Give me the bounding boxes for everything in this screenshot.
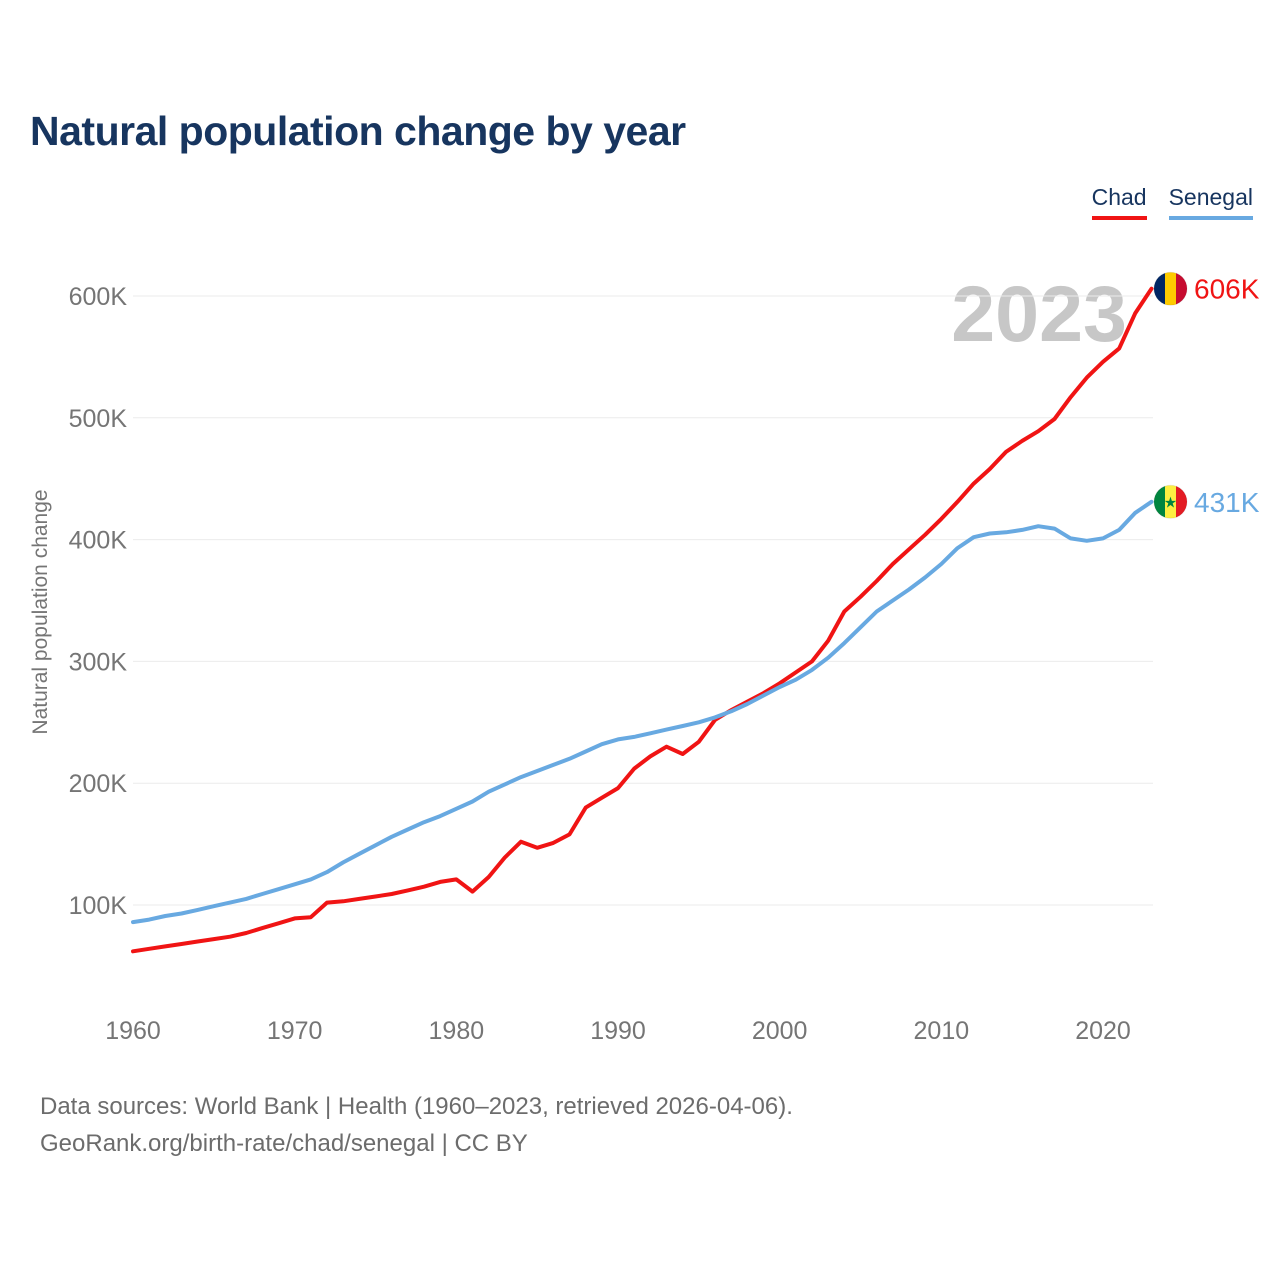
gridlines — [133, 295, 1153, 906]
flag-stripe — [1165, 485, 1177, 519]
chad-end-value-label: 606K — [1194, 274, 1260, 305]
y-axis-title: Natural population change — [29, 489, 52, 734]
y-tick-label: 400K — [69, 527, 128, 555]
x-tick-label: 1980 — [429, 1017, 485, 1045]
x-tick-label: 1960 — [105, 1017, 161, 1045]
y-axis-tick-labels: 100K 200K 300K 400K 500K 600K — [69, 283, 128, 920]
x-tick-label: 1990 — [590, 1017, 646, 1045]
y-tick-label: 300K — [69, 648, 128, 676]
footer: Data sources: World Bank | Health (1960–… — [40, 1088, 793, 1162]
legend-item-chad[interactable]: Chad — [1091, 184, 1147, 220]
senegal-flag-icon: ★ — [1153, 484, 1188, 519]
y-tick-label: 600K — [69, 283, 128, 311]
footer-attribution: GeoRank.org/birth-rate/chad/senegal | CC… — [40, 1130, 528, 1157]
flag-stripe — [1176, 272, 1188, 306]
chad-line[interactable] — [131, 286, 1154, 954]
senegal-line[interactable] — [131, 499, 1154, 925]
page-title: Natural population change by year — [30, 108, 686, 154]
senegal-end-value-label: 431K — [1194, 487, 1260, 518]
flag-star: ★ — [1164, 494, 1177, 511]
footer-data-sources: Data sources: World Bank | Health (1960–… — [40, 1093, 793, 1120]
x-tick-label: 1970 — [267, 1017, 323, 1045]
legend: Chad Senegal — [1091, 184, 1253, 220]
y-tick-label: 100K — [69, 892, 128, 920]
x-tick-label: 2010 — [914, 1017, 970, 1045]
x-tick-label: 2020 — [1075, 1017, 1131, 1045]
flag-stripe — [1154, 485, 1166, 519]
flag-stripe — [1176, 485, 1188, 519]
y-tick-label: 200K — [69, 770, 128, 798]
watermark-year: 2023 — [951, 269, 1127, 358]
series-lines — [131, 286, 1154, 954]
legend-item-senegal[interactable]: Senegal — [1168, 184, 1253, 220]
flag-stripe — [1165, 272, 1177, 306]
flag-stripe — [1154, 272, 1166, 306]
x-axis-tick-labels: 1960 1970 1980 1990 2000 2010 2020 — [105, 1017, 1131, 1045]
y-tick-label: 500K — [69, 405, 128, 433]
chad-flag-icon — [1153, 271, 1188, 306]
x-tick-label: 2000 — [752, 1017, 808, 1045]
